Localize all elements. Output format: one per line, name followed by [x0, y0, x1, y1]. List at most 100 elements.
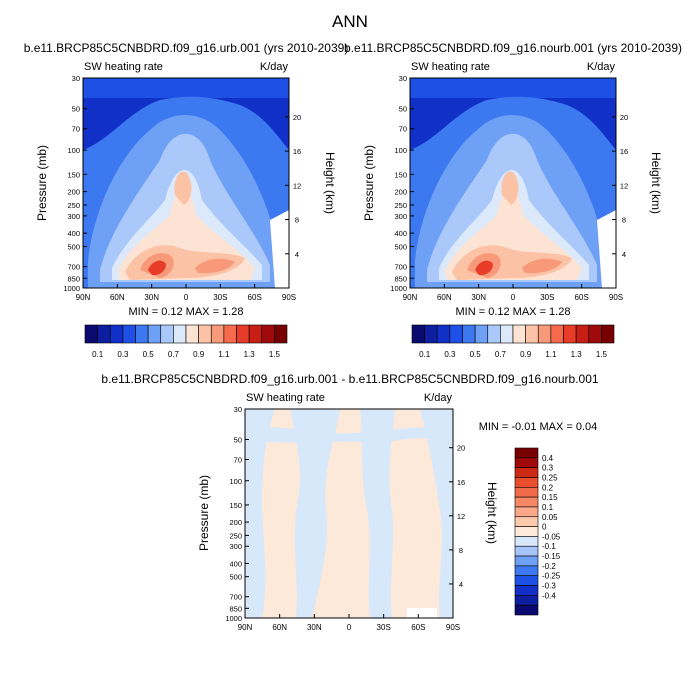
y2-tick-label: 8	[459, 546, 463, 555]
colorbar-swatch	[147, 324, 162, 344]
field-missing	[270, 210, 289, 288]
colorbar-swatch	[84, 324, 98, 344]
colorbar-diff: 0.40.30.250.20.150.10.050-0.05-0.1-0.15-…	[514, 447, 561, 616]
colorbar-swatch	[514, 545, 539, 557]
x-tick-label: 30N	[307, 623, 322, 632]
colorbar-label: 1.5	[269, 350, 281, 359]
y-tick-label: 500	[394, 242, 407, 251]
y-tick-label: 1000	[63, 284, 80, 293]
field-top	[83, 78, 289, 98]
colorbar-swatch	[514, 486, 539, 498]
colorbar-swatch	[135, 324, 149, 344]
x-tick-label: 30S	[213, 293, 227, 302]
page-title: ANN	[332, 12, 368, 31]
colorbar-swatch	[514, 575, 539, 586]
field-neg-4	[420, 409, 453, 618]
field-top	[410, 78, 616, 98]
y-tick-label: 500	[229, 573, 242, 582]
units-label: K/day	[587, 61, 616, 73]
field-blob-upper	[174, 171, 192, 205]
colorbar-label: 0.15	[542, 493, 558, 502]
colorbar-label: -0.4	[542, 591, 556, 600]
x-tick-label: 90N	[238, 623, 253, 632]
y2-tick-label: 20	[620, 113, 628, 122]
y2-tick-label: 4	[295, 250, 299, 259]
x-tick-label: 90N	[76, 293, 91, 302]
colorbar-swatch	[462, 324, 476, 344]
y2-ticks: 4 8 12 16 20	[612, 113, 628, 259]
colorbar-swatch	[411, 324, 425, 344]
colorbar-label: 0.1	[92, 350, 104, 359]
colorbar-label: -0.1	[542, 542, 556, 551]
y-tick-label: 100	[394, 146, 407, 155]
colorbar-swatch	[122, 324, 136, 344]
colorbar-swatch	[525, 324, 539, 344]
y-tick-label: 200	[67, 188, 80, 197]
y2-axis-label: Height (km)	[485, 482, 499, 544]
y-tick-label: 1000	[390, 284, 407, 293]
y-tick-label: 500	[67, 242, 80, 251]
y-tick-label: 150	[229, 501, 242, 510]
y-tick-label: 200	[394, 188, 407, 197]
field-blob-upper	[501, 171, 519, 205]
panel-urb: b.e11.BRCP85C5CNBDRD.f09_g16.urb.001 (yr…	[24, 41, 349, 318]
panel-title: b.e11.BRCP85C5CNBDRD.f09_g16.urb.001 - b…	[101, 372, 598, 386]
y2-tick-label: 4	[459, 580, 463, 589]
colorbar-label: 0.3	[117, 350, 129, 359]
x-tick-label: 60N	[437, 293, 452, 302]
y-tick-label: 850	[229, 604, 242, 613]
colorbar-swatch	[514, 526, 539, 537]
panel-title: b.e11.BRCP85C5CNBDRD.f09_g16.urb.001 (yr…	[24, 41, 349, 55]
colorbar-swatch	[487, 324, 501, 344]
colorbar-label: 0.9	[193, 350, 205, 359]
colorbar-swatch	[424, 324, 438, 344]
y2-tick-label: 12	[457, 512, 465, 521]
contour-field	[245, 409, 453, 618]
x-tick-label: 0	[511, 293, 516, 302]
y-tick-label: 850	[67, 274, 80, 283]
x-tick-label: 90S	[446, 623, 460, 632]
colorbar-swatch	[514, 604, 539, 616]
panel-diff: b.e11.BRCP85C5CNBDRD.f09_g16.urb.001 - b…	[101, 372, 598, 632]
x-ticks: 90N 60N 30N 0 30S 60S 90S	[76, 284, 296, 302]
y-tick-label: 100	[229, 477, 242, 486]
colorbar-label: 0	[542, 523, 547, 532]
y-tick-label: 30	[234, 405, 242, 414]
y2-tick-label: 16	[620, 147, 628, 156]
colorbar-label: 0.7	[495, 350, 507, 359]
colorbar-label: -0.05	[542, 532, 561, 541]
y-tick-label: 850	[394, 274, 407, 283]
colorbar-label: 1.1	[218, 350, 230, 359]
colorbar-label: 0.1	[542, 503, 554, 512]
y2-tick-label: 8	[622, 216, 626, 225]
colorbar-swatch	[514, 536, 539, 547]
y2-axis-label: Height (km)	[323, 152, 337, 214]
colorbar-swatch	[198, 324, 212, 344]
colorbar-label: -0.15	[542, 552, 561, 561]
x-tick-label: 90N	[403, 293, 418, 302]
y-tick-label: 70	[72, 125, 80, 134]
colorbar-swatch	[274, 324, 288, 344]
y-tick-label: 300	[229, 542, 242, 551]
colorbar-swatch	[109, 324, 124, 344]
y-tick-label: 70	[399, 125, 407, 134]
units-label: K/day	[424, 392, 453, 404]
colorbar-swatch	[514, 467, 539, 478]
colorbar-swatch	[173, 324, 187, 344]
y2-tick-label: 20	[457, 444, 465, 453]
y2-tick-label: 12	[620, 181, 628, 190]
colorbar-swatch	[500, 324, 514, 344]
y-tick-label: 200	[229, 518, 242, 527]
colorbar-swatch	[537, 324, 552, 344]
colorbar-label: 0.25	[542, 473, 558, 482]
colorbar-label: -0.2	[542, 562, 556, 571]
colorbar-label: 0.4	[542, 454, 554, 463]
y2-ticks: 4 8 12 16 20	[285, 113, 301, 259]
colorbar-swatch	[160, 324, 174, 344]
contour-field	[410, 78, 616, 288]
y2-tick-label: 16	[457, 478, 465, 487]
y2-tick-label: 4	[622, 250, 626, 259]
y2-tick-label: 16	[293, 147, 301, 156]
